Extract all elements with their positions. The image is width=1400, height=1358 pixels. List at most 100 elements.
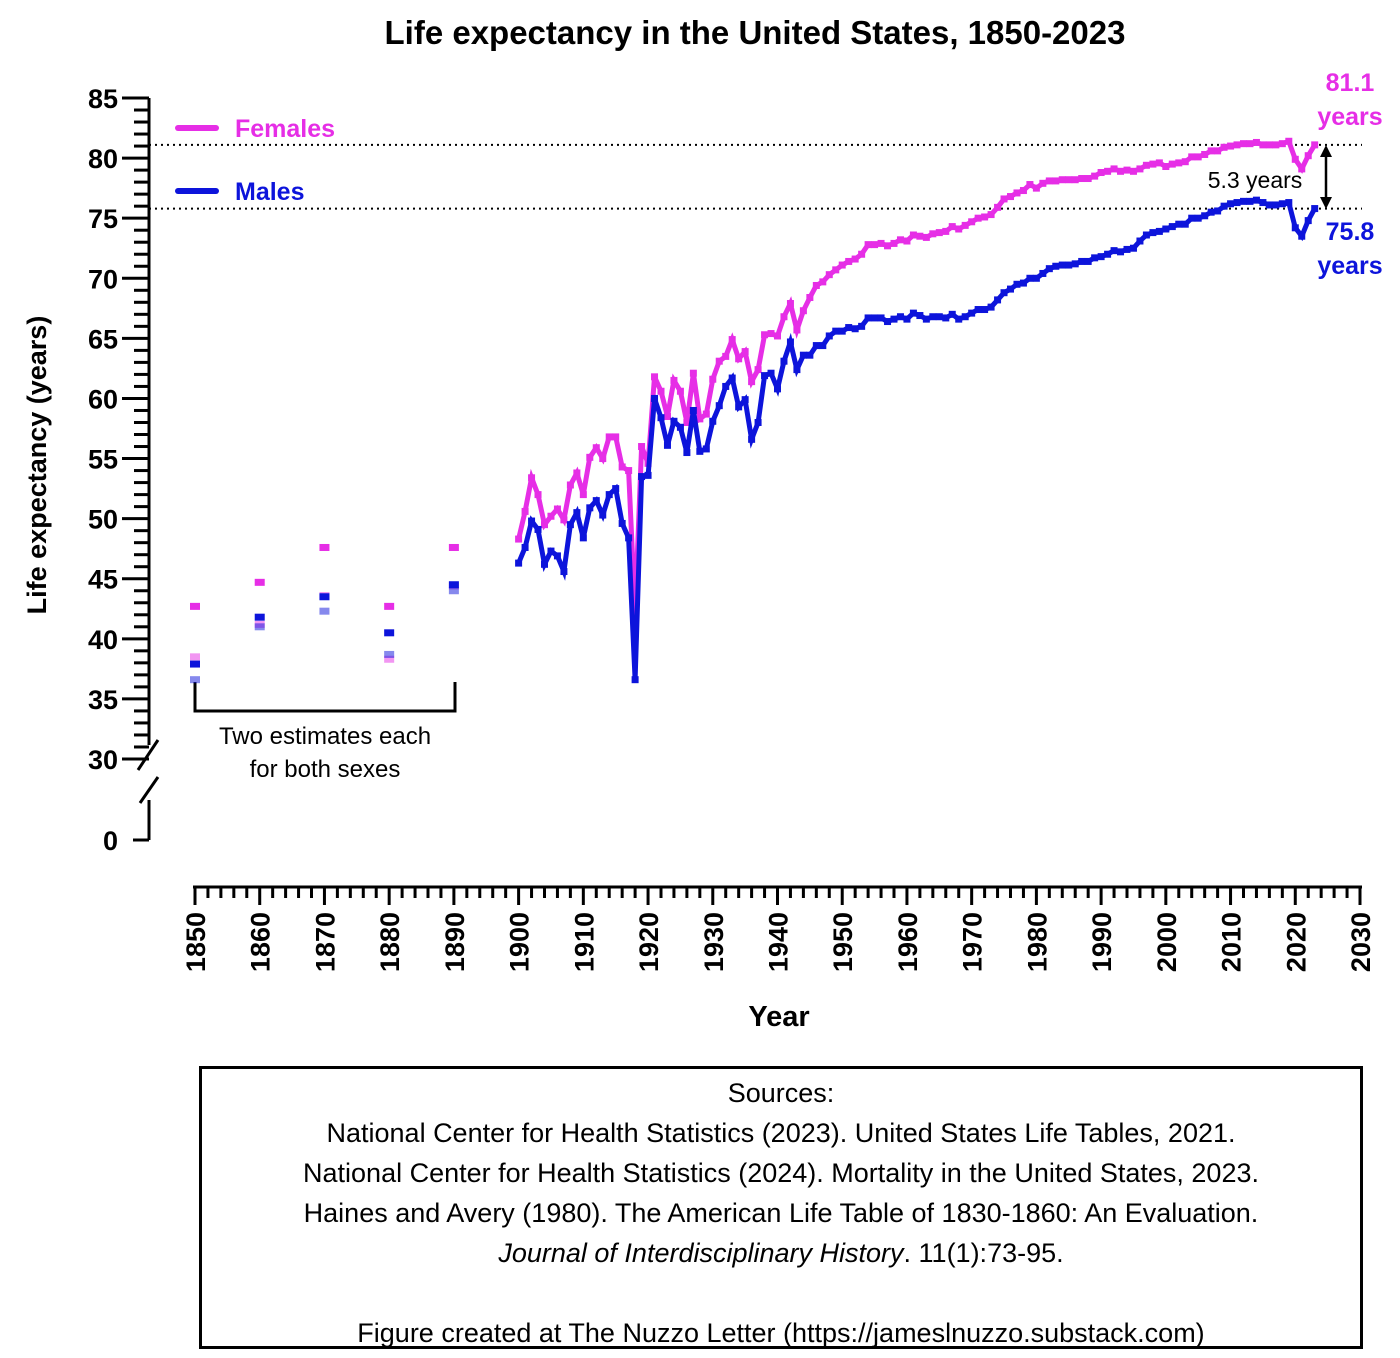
- x-tick-label: 1950: [828, 912, 858, 972]
- estimate-point-males-estimates: [190, 676, 200, 684]
- data-point-males: [812, 342, 820, 350]
- estimate-point-males-estimates: [319, 607, 330, 615]
- data-point-females: [909, 231, 917, 239]
- data-point-females: [709, 375, 717, 383]
- y-tick-label: 55: [88, 445, 118, 475]
- end-annotations: 81.1 years 75.8 years 5.3 years: [1208, 69, 1383, 280]
- y-tick-label: 65: [88, 324, 118, 354]
- data-point-males: [1136, 237, 1144, 245]
- x-tick-label: 1990: [1087, 912, 1117, 972]
- estimate-point-females-estimates: [190, 653, 200, 661]
- data-point-females: [1188, 153, 1196, 161]
- data-point-females: [1136, 165, 1144, 173]
- data-point-females: [1117, 167, 1125, 175]
- data-point-females: [793, 326, 801, 334]
- x-tick-label: 1880: [375, 912, 405, 972]
- x-tick-label: 2020: [1281, 912, 1311, 972]
- data-point-females: [1220, 143, 1228, 151]
- data-point-males: [916, 312, 924, 320]
- data-point-males: [1155, 227, 1163, 235]
- legend: Females Males: [175, 115, 335, 206]
- data-point-females: [689, 369, 697, 377]
- data-point-females: [515, 535, 523, 543]
- data-point-females: [741, 348, 749, 356]
- data-point-females: [696, 415, 704, 423]
- data-point-males: [1311, 205, 1319, 213]
- data-point-females: [1240, 140, 1247, 148]
- data-point-females: [961, 221, 969, 229]
- x-tick-label: 2010: [1217, 912, 1247, 972]
- y-tick-label: 60: [88, 384, 118, 414]
- estimates-bracket: Two estimates each for both sexes: [193, 682, 457, 783]
- data-point-females: [1207, 147, 1215, 155]
- estimate-point-females-estimates: [384, 655, 395, 663]
- estimate-point-males-estimates: [254, 613, 265, 621]
- data-point-males: [612, 485, 620, 493]
- y-tick-label: 70: [88, 264, 118, 294]
- data-point-males: [735, 403, 743, 411]
- data-point-females: [1091, 172, 1099, 180]
- data-point-females: [871, 241, 879, 249]
- x-tick-label: 1900: [505, 912, 535, 972]
- data-point-females: [935, 229, 943, 237]
- data-point-females: [605, 433, 613, 441]
- estimate-point-males-estimates: [254, 623, 265, 631]
- data-point-females: [1304, 152, 1312, 160]
- data-point-males: [651, 394, 659, 402]
- data-point-males: [1233, 199, 1241, 207]
- data-point-males: [722, 382, 730, 390]
- data-point-females: [1201, 150, 1209, 158]
- data-point-females: [825, 271, 833, 279]
- data-point-males: [955, 315, 963, 323]
- x-tick-label: 1890: [440, 912, 470, 972]
- data-point-males: [806, 351, 814, 359]
- data-point-males: [1207, 208, 1215, 216]
- data-point-males: [896, 313, 904, 321]
- data-point-males: [890, 315, 898, 323]
- y-tick-label: 35: [88, 685, 118, 715]
- data-point-males: [929, 313, 937, 321]
- data-point-males: [644, 471, 652, 479]
- y-tick-label: 80: [88, 144, 118, 174]
- data-point-males: [1078, 257, 1086, 265]
- data-point-males: [761, 372, 769, 380]
- data-point-males: [1162, 225, 1170, 233]
- data-point-males: [1181, 220, 1189, 228]
- data-point-females: [819, 278, 827, 286]
- data-point-males: [657, 414, 665, 422]
- sources-box: Sources: National Center for Health Stat…: [199, 1066, 1363, 1349]
- data-point-females: [735, 355, 743, 363]
- data-point-females: [1155, 159, 1163, 167]
- data-point-males: [774, 385, 781, 393]
- data-point-males: [767, 369, 775, 377]
- data-point-females: [566, 481, 574, 489]
- data-point-females: [722, 352, 730, 360]
- data-point-males: [832, 327, 840, 335]
- data-point-females: [1246, 140, 1254, 148]
- x-tick-label: 1970: [958, 912, 988, 972]
- estimate-point-females-estimates: [448, 543, 459, 551]
- data-point-males: [702, 445, 710, 453]
- estimate-point-males-estimates: [448, 581, 459, 589]
- data-point-males: [1252, 196, 1260, 204]
- data-point-males: [994, 296, 1002, 304]
- data-point-males: [968, 309, 976, 317]
- data-point-males: [1000, 289, 1008, 297]
- data-point-males: [1091, 254, 1099, 262]
- data-point-males: [670, 417, 678, 425]
- y-tick-label: 85: [88, 84, 118, 114]
- data-point-males: [1298, 232, 1306, 240]
- data-point-males: [1227, 200, 1235, 208]
- data-point-females: [547, 512, 555, 520]
- y-axis-break-mark: [138, 776, 160, 804]
- data-point-females: [1265, 141, 1273, 149]
- source-line-2: National Center for Health Statistics (2…: [303, 1158, 1259, 1188]
- sources-gap: [202, 1273, 1360, 1313]
- data-point-females: [1013, 189, 1021, 197]
- data-point-males: [819, 342, 827, 350]
- data-point-males: [903, 315, 911, 323]
- y-tick-label: 45: [88, 565, 118, 595]
- data-point-females: [774, 332, 781, 340]
- data-point-females: [1149, 160, 1157, 168]
- data-point-females: [1291, 155, 1299, 163]
